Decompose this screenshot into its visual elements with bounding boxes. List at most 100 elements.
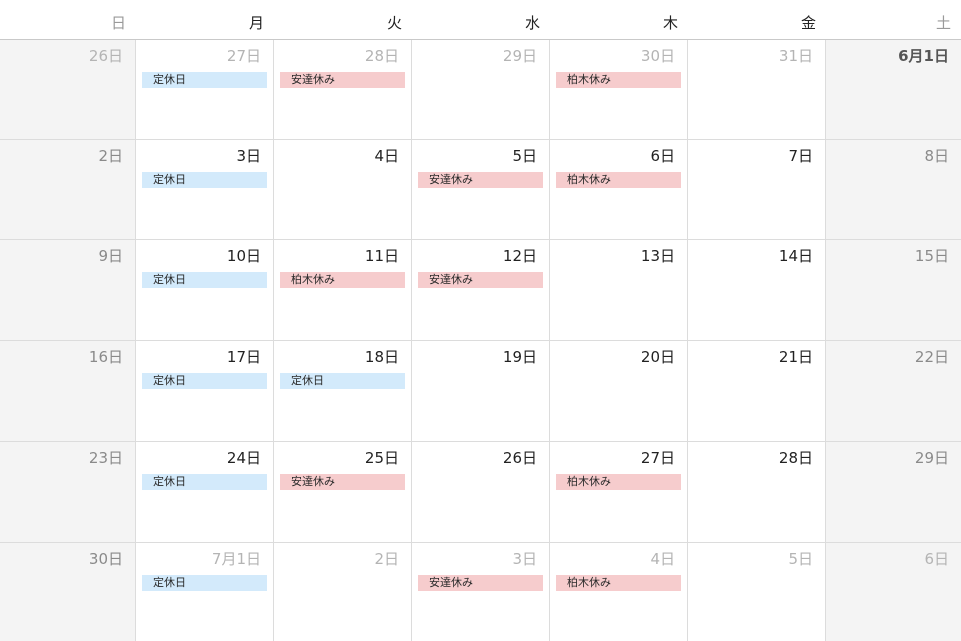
day-cell[interactable]: 26日: [0, 40, 136, 139]
calendar-event[interactable]: 定休日: [142, 72, 267, 88]
day-cell[interactable]: 3日安達休み: [412, 543, 550, 641]
calendar-event[interactable]: 安達休み: [418, 272, 543, 288]
day-cell[interactable]: 21日: [688, 341, 826, 441]
calendar-event[interactable]: 定休日: [142, 373, 267, 389]
day-cell[interactable]: 20日: [550, 341, 688, 441]
calendar-event[interactable]: 安達休み: [280, 474, 405, 490]
day-number: 27日: [640, 449, 675, 467]
day-cell[interactable]: 17日定休日: [136, 341, 274, 441]
day-cell[interactable]: 30日: [0, 543, 136, 641]
day-cell[interactable]: 4日 柏木休み: [550, 543, 688, 641]
calendar-event[interactable]: 安達休み: [418, 575, 543, 591]
day-cell[interactable]: 27日定休日: [136, 40, 274, 139]
day-cell[interactable]: 28日: [688, 442, 826, 542]
calendar-event[interactable]: 定休日: [142, 272, 267, 288]
day-cell[interactable]: 30日柏木休み: [550, 40, 688, 139]
weekday-saturday: 土: [935, 14, 951, 32]
day-number: 20日: [640, 348, 675, 366]
calendar-event[interactable]: 定休日: [280, 373, 405, 389]
day-cell[interactable]: 14日: [688, 240, 826, 340]
day-number: 11日: [364, 247, 399, 265]
day-cell[interactable]: 15日: [826, 240, 961, 340]
day-number: 26日: [502, 449, 537, 467]
day-number: 19日: [502, 348, 537, 366]
day-cell[interactable]: 13日: [550, 240, 688, 340]
calendar-event[interactable]: 安達休み: [280, 72, 405, 88]
day-cell[interactable]: 16日: [0, 341, 136, 441]
day-number: 27日: [226, 47, 261, 65]
day-cell[interactable]: 2日: [274, 543, 412, 641]
day-cell[interactable]: 24日定休日: [136, 442, 274, 542]
calendar-event[interactable]: 柏木休み: [280, 272, 405, 288]
day-cell[interactable]: 12日安達休み: [412, 240, 550, 340]
day-number: 30日: [640, 47, 675, 65]
weekday-header: 日 月 火 水 木 金 土: [0, 0, 961, 40]
day-cell[interactable]: 29日: [826, 442, 961, 542]
day-number: 2日: [98, 147, 123, 165]
day-number: 7日: [788, 147, 813, 165]
day-number: 4日: [374, 147, 399, 165]
day-number: 28日: [364, 47, 399, 65]
day-cell[interactable]: 3日 定休日: [136, 140, 274, 239]
day-cell[interactable]: 9日: [0, 240, 136, 340]
day-number: 6日: [650, 147, 675, 165]
day-cell[interactable]: 11日柏木休み: [274, 240, 412, 340]
day-cell[interactable]: 10日定休日: [136, 240, 274, 340]
day-cell[interactable]: 6日柏木休み: [550, 140, 688, 239]
day-number: 29日: [502, 47, 537, 65]
calendar-grid: 26日 27日 定休日 28日 安達休み 29日 30日 柏木休み 31日 6月1日 2日 3日 定休日…: [0, 40, 961, 641]
week-row: 9日 10日 定休日 11日 柏木休み 12日 安達休み 13日 14日 15日: [0, 240, 961, 341]
day-number: 28日: [778, 449, 813, 467]
day-cell[interactable]: 7月1日 定休日: [136, 543, 274, 641]
day-cell[interactable]: 26日: [412, 442, 550, 542]
day-cell[interactable]: 5日 安達休み: [412, 140, 550, 239]
weekday-sunday: 日: [110, 14, 126, 32]
day-cell[interactable]: 4日: [274, 140, 412, 239]
calendar-event[interactable]: 定休日: [142, 172, 267, 188]
calendar-event[interactable]: 安達休み: [418, 172, 543, 188]
day-number: 2日: [374, 550, 399, 568]
weekday-friday: 金: [800, 14, 816, 32]
day-cell[interactable]: 27日柏木休み: [550, 442, 688, 542]
calendar-event[interactable]: 柏木休み: [556, 72, 681, 88]
day-number: 14日: [778, 247, 813, 265]
day-number: 3日: [512, 550, 537, 568]
day-number: 12日: [502, 247, 537, 265]
day-number: 8日: [924, 147, 949, 165]
week-row: 30日 7月1日 定休日 2日 3日 安達休み 4日 柏木休み 5日 6日: [0, 543, 961, 641]
day-number: 17日: [226, 348, 261, 366]
day-cell[interactable]: 25日 安達休み: [274, 442, 412, 542]
day-cell[interactable]: 2日: [0, 140, 136, 239]
calendar-event[interactable]: 柏木休み: [556, 575, 681, 591]
day-number: 15日: [914, 247, 949, 265]
day-cell[interactable]: 31日: [688, 40, 826, 139]
day-cell[interactable]: 8日: [826, 140, 961, 239]
day-number: 18日: [364, 348, 399, 366]
calendar-event[interactable]: 柏木休み: [556, 172, 681, 188]
day-number: 31日: [778, 47, 813, 65]
day-cell[interactable]: 19日: [412, 341, 550, 441]
day-number: 22日: [914, 348, 949, 366]
day-cell[interactable]: 22日: [826, 341, 961, 441]
week-row: 23日 24日 定休日 25日 安達休み 26日 27日 柏木休み 28日 29日: [0, 442, 961, 543]
calendar-event[interactable]: 柏木休み: [556, 474, 681, 490]
weekday-wednesday: 水: [524, 14, 540, 32]
day-cell[interactable]: 6月1日: [826, 40, 961, 139]
week-row: 2日 3日 定休日 4日 5日 安達休み 6日 柏木休み 7日 8日: [0, 140, 961, 240]
day-number: 10日: [226, 247, 261, 265]
day-number: 24日: [226, 449, 261, 467]
day-cell[interactable]: 28日安達休み: [274, 40, 412, 139]
day-cell[interactable]: 7日: [688, 140, 826, 239]
calendar-event[interactable]: 定休日: [142, 474, 267, 490]
day-cell[interactable]: 18日定休日: [274, 341, 412, 441]
week-row: 16日 17日 定休日 18日 定休日 19日 20日 21日 22日: [0, 341, 961, 442]
day-cell[interactable]: 5日: [688, 543, 826, 641]
day-cell[interactable]: 29日: [412, 40, 550, 139]
calendar-event[interactable]: 定休日: [142, 575, 267, 591]
week-row: 26日 27日 定休日 28日 安達休み 29日 30日 柏木休み 31日 6月1日: [0, 40, 961, 140]
day-cell[interactable]: 6日: [826, 543, 961, 641]
weekday-thursday: 木: [662, 14, 678, 32]
day-number: 16日: [88, 348, 123, 366]
day-cell[interactable]: 23日: [0, 442, 136, 542]
